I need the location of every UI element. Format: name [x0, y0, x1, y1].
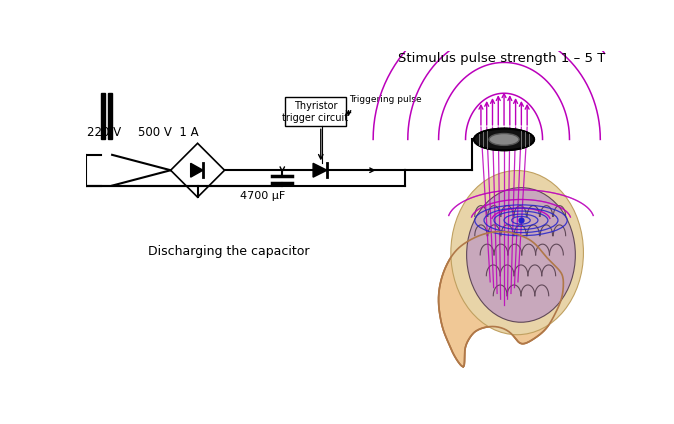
Bar	[284, 97, 346, 126]
Ellipse shape	[474, 128, 534, 150]
Ellipse shape	[451, 170, 584, 335]
Text: 500 V  1 A: 500 V 1 A	[138, 126, 199, 139]
Bar	[101, 93, 105, 139]
Polygon shape	[191, 163, 203, 177]
Text: 4700 μF: 4700 μF	[240, 191, 285, 201]
Polygon shape	[313, 163, 327, 177]
Ellipse shape	[489, 134, 519, 145]
Polygon shape	[439, 232, 563, 367]
Bar	[109, 93, 112, 139]
Text: Thyristor
trigger circuit: Thyristor trigger circuit	[282, 101, 348, 123]
Text: Discharging the capacitor: Discharging the capacitor	[148, 245, 309, 258]
Ellipse shape	[474, 128, 534, 150]
Text: 220 V: 220 V	[88, 126, 121, 139]
Text: Stimulus pulse strength 1 – 5 T: Stimulus pulse strength 1 – 5 T	[398, 53, 605, 65]
Ellipse shape	[466, 188, 576, 322]
Ellipse shape	[489, 134, 519, 145]
Text: Triggering pulse: Triggering pulse	[349, 95, 422, 104]
